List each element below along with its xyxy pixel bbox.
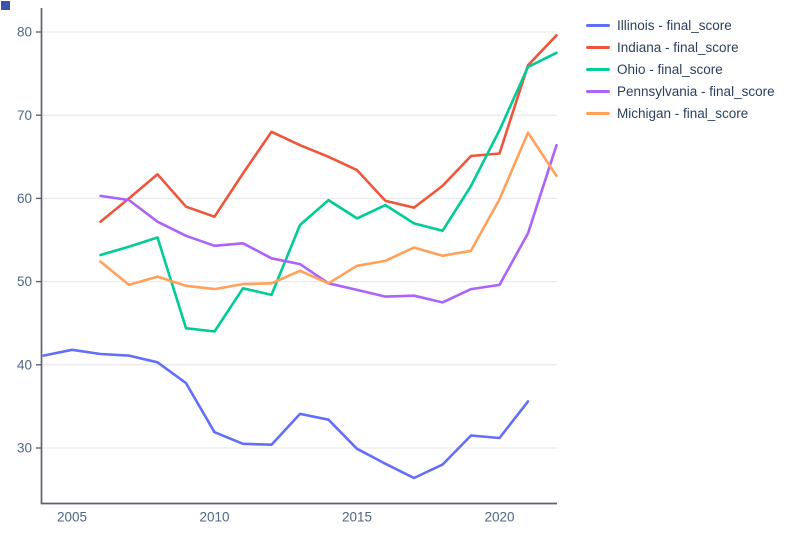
legend-item-label: Ohio - final_score [617,61,723,77]
legend-item-pennsylvania[interactable]: Pennsylvania - final_score [586,80,775,102]
legend-line-swatch [586,89,610,93]
legend-item-michigan[interactable]: Michigan - final_score [586,102,775,124]
legend-item-indiana[interactable]: Indiana - final_score [586,36,775,58]
legend-item-label: Pennsylvania - final_score [617,83,775,99]
y-tick-label: 60 [17,191,32,206]
y-tick-label: 30 [17,441,32,456]
legend-item-label: Indiana - final_score [617,39,739,55]
legend-item-label: Illinois - final_score [617,17,732,33]
corner-mark [1,1,10,10]
legend-line-swatch [586,111,610,115]
x-tick-label: 2015 [342,510,372,525]
y-tick-label: 50 [17,274,32,289]
series-line-ohio[interactable] [99,51,558,333]
y-tick-label: 80 [17,25,32,40]
x-tick-label: 2005 [57,510,87,525]
series-line-indiana[interactable] [99,34,558,223]
series-line-illinois[interactable] [42,348,530,480]
series-line-michigan[interactable] [99,131,558,291]
y-tick-label: 40 [17,357,32,372]
series-line-pennsylvania[interactable] [99,143,558,304]
legend-line-swatch [586,67,610,71]
y-tick-label: 70 [17,108,32,123]
legend-item-label: Michigan - final_score [617,105,749,121]
legend-line-swatch [586,23,610,27]
legend-line-swatch [586,45,610,49]
chart-legend: Illinois - final_score Indiana - final_s… [586,14,775,124]
legend-item-ohio[interactable]: Ohio - final_score [586,58,775,80]
legend-item-illinois[interactable]: Illinois - final_score [586,14,775,36]
x-tick-label: 2020 [484,510,514,525]
x-tick-label: 2010 [199,510,229,525]
